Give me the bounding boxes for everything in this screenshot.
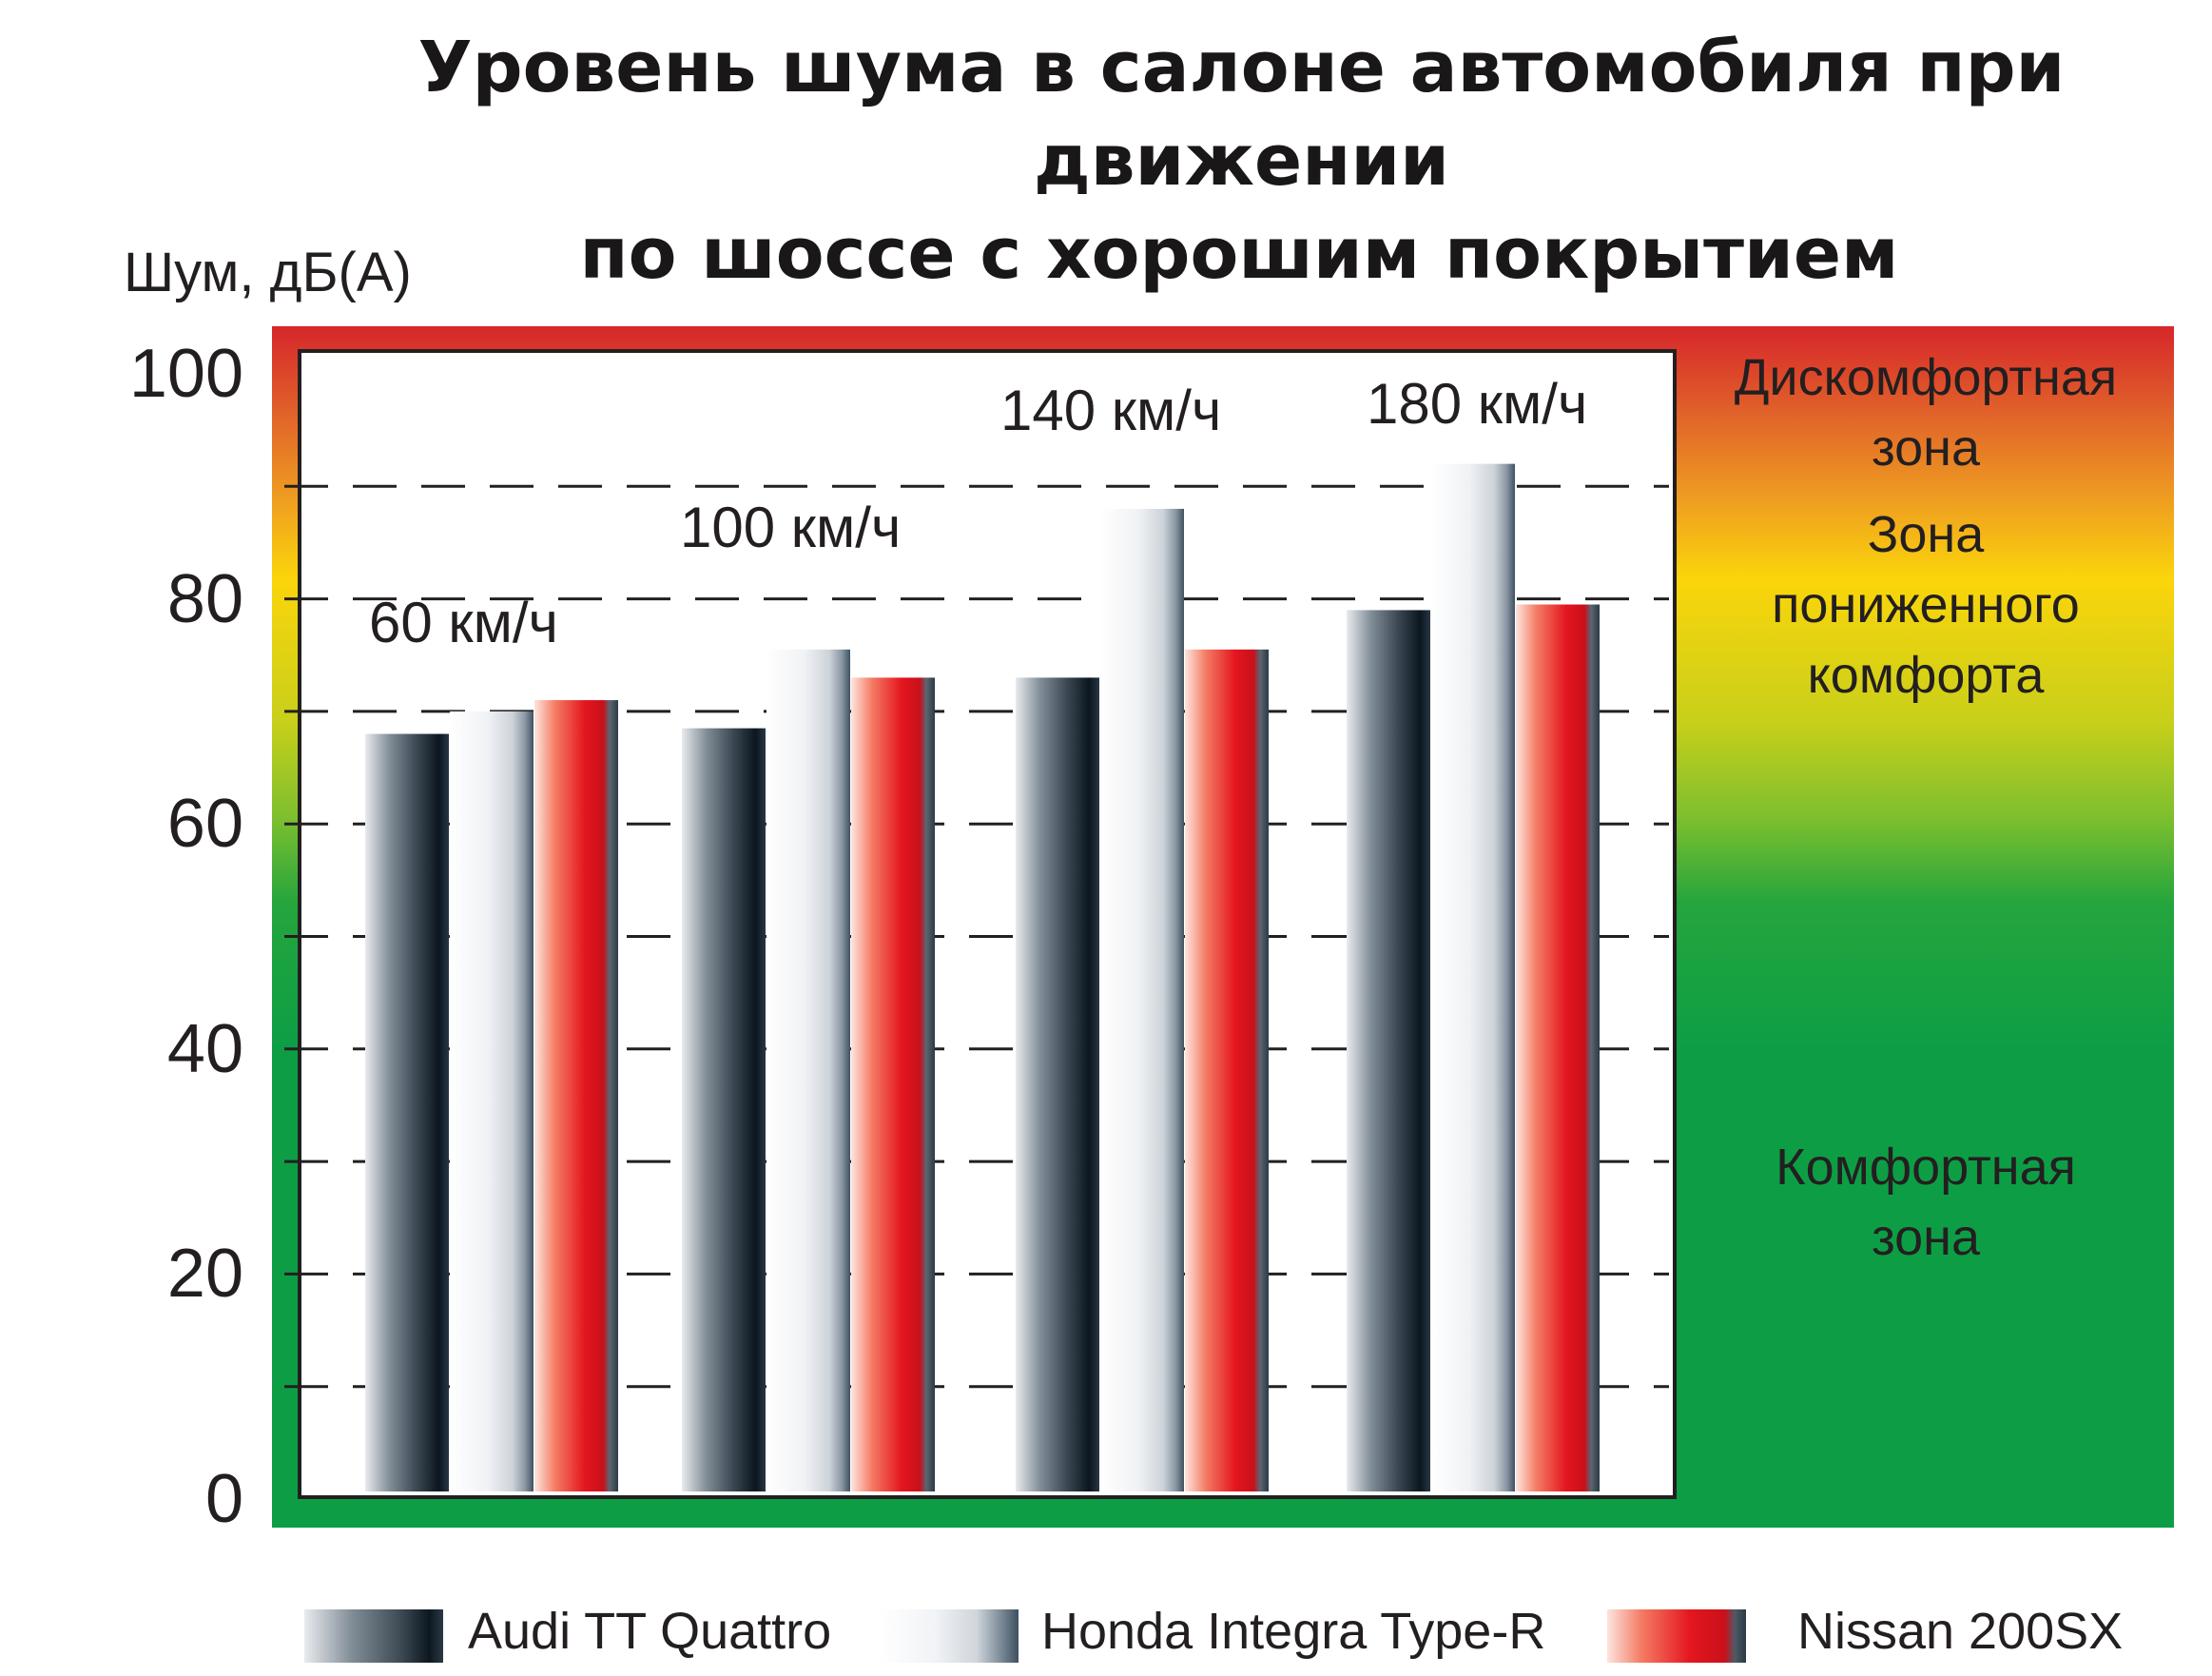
chart-title-line-2: по шоссе с хорошим покрытием [579, 213, 1899, 295]
legend-label-audi: Audi TT Quattro [468, 1603, 832, 1660]
category-label: 100 км/ч [680, 496, 902, 559]
y-tick-label: 80 [166, 560, 243, 637]
zone-label-reduced-line-3: комфорта [1807, 647, 2045, 704]
category-label: 60 км/ч [369, 591, 558, 654]
legend-label-honda: Honda Integra Type-R [1041, 1603, 1546, 1660]
y-tick-label: 0 [204, 1461, 243, 1537]
zone-label-discomfort-line-2: зона [1871, 419, 1981, 477]
y-tick-label: 20 [166, 1236, 243, 1313]
plot-area: 60 км/ч 100 км/ч 140 км/ч 180 км/ч [284, 349, 1677, 1499]
zone-label-comfort: Комфортная зона [1659, 1132, 2192, 1273]
zone-label-discomfort-line-1: Дискомфортная [1734, 349, 2118, 406]
legend-label-nissan: Nissan 200SX [1797, 1603, 2124, 1660]
bars [365, 463, 1600, 1492]
legend-swatch-audi [304, 1609, 443, 1663]
y-tick-label: 40 [166, 1010, 243, 1087]
legend-swatch-nissan [1607, 1609, 1746, 1663]
bar-honda-integra-type-r [1100, 508, 1184, 1492]
category-label: 180 км/ч [1367, 372, 1588, 436]
bar-nissan-200sx [851, 677, 935, 1491]
zone-label-discomfort: Дискомфортная зона [1659, 342, 2192, 483]
zone-label-reduced-comfort: Зона пониженного комфорта [1659, 499, 2192, 711]
chart-title-line-1: Уровень шума в салоне автомобиля при дви… [417, 27, 2066, 202]
legend: Audi TT Quattro Honda Integra Type-R Nis… [0, 1598, 2212, 1674]
chart-title: Уровень шума в салоне автомобиля при дви… [0, 21, 2212, 301]
bar-nissan-200sx [534, 700, 618, 1491]
zone-label-reduced-line-1: Зона [1867, 506, 1985, 563]
bar-nissan-200sx [1185, 649, 1269, 1491]
zone-label-reduced-line-2: пониженного [1772, 576, 2080, 633]
category-label: 140 км/ч [1000, 379, 1222, 442]
bar-honda-integra-type-r [450, 711, 534, 1491]
zone-label-comfort-line-2: зона [1871, 1209, 1981, 1266]
bar-honda-integra-type-r [1431, 463, 1515, 1491]
bar-nissan-200sx [1516, 604, 1600, 1491]
y-axis-label: Шум, дБ(А) [124, 242, 412, 303]
y-tick-label: 60 [166, 786, 243, 863]
bar-audi-tt-quattro [365, 733, 449, 1491]
plot-svg [284, 463, 1669, 1492]
zone-label-comfort-line-1: Комфортная [1775, 1139, 2076, 1196]
legend-swatch-honda [880, 1609, 1019, 1663]
y-tick-label: 100 [128, 336, 243, 412]
bar-honda-integra-type-r [766, 649, 850, 1491]
bar-audi-tt-quattro [1016, 677, 1099, 1491]
bar-audi-tt-quattro [682, 728, 766, 1491]
bar-audi-tt-quattro [1347, 610, 1430, 1491]
